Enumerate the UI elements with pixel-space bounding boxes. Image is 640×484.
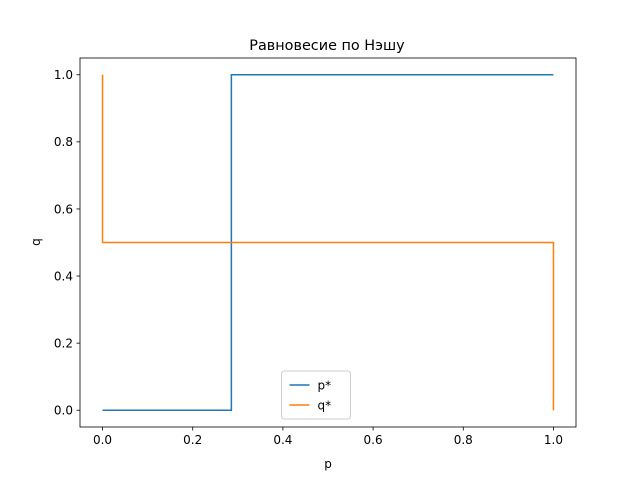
legend: p* q* xyxy=(281,370,351,420)
x-tick-label: 0.6 xyxy=(364,433,383,447)
x-axis-label: p xyxy=(324,457,332,471)
y-tick-label: 1.0 xyxy=(54,68,73,82)
y-axis-ticks: 0.0 0.2 0.4 0.6 0.8 1.0 xyxy=(54,68,80,418)
x-tick-label: 0.8 xyxy=(454,433,473,447)
x-tick-label: 0.4 xyxy=(273,433,292,447)
series-line-q-star xyxy=(101,74,555,411)
legend-label: q* xyxy=(318,398,332,412)
series-layer xyxy=(101,74,555,411)
legend-label: p* xyxy=(318,378,332,392)
y-tick-label: 0.8 xyxy=(54,135,73,149)
y-tick-label: 0.0 xyxy=(54,404,73,418)
y-tick-label: 0.6 xyxy=(54,202,73,216)
y-tick-label: 0.4 xyxy=(54,269,73,283)
legend-box xyxy=(281,370,351,420)
x-axis-ticks: 0.0 0.2 0.4 0.6 0.8 1.0 xyxy=(93,427,563,447)
x-tick-label: 0.2 xyxy=(183,433,202,447)
x-tick-label: 1.0 xyxy=(544,433,563,447)
plot-area-frame xyxy=(79,57,577,428)
y-tick-label: 0.2 xyxy=(54,336,73,350)
x-tick-label: 0.0 xyxy=(93,433,112,447)
chart-title: Равновесие по Нэшу xyxy=(249,38,405,54)
y-axis-label: q xyxy=(29,238,43,246)
